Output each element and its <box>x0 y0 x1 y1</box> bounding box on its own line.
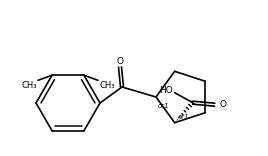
Text: or1: or1 <box>178 114 189 120</box>
Text: CH₃: CH₃ <box>21 81 37 90</box>
Text: HO: HO <box>159 86 173 95</box>
Text: O: O <box>220 100 227 109</box>
Text: CH₃: CH₃ <box>99 81 114 90</box>
Text: or1: or1 <box>158 103 170 109</box>
Text: O: O <box>117 56 124 66</box>
